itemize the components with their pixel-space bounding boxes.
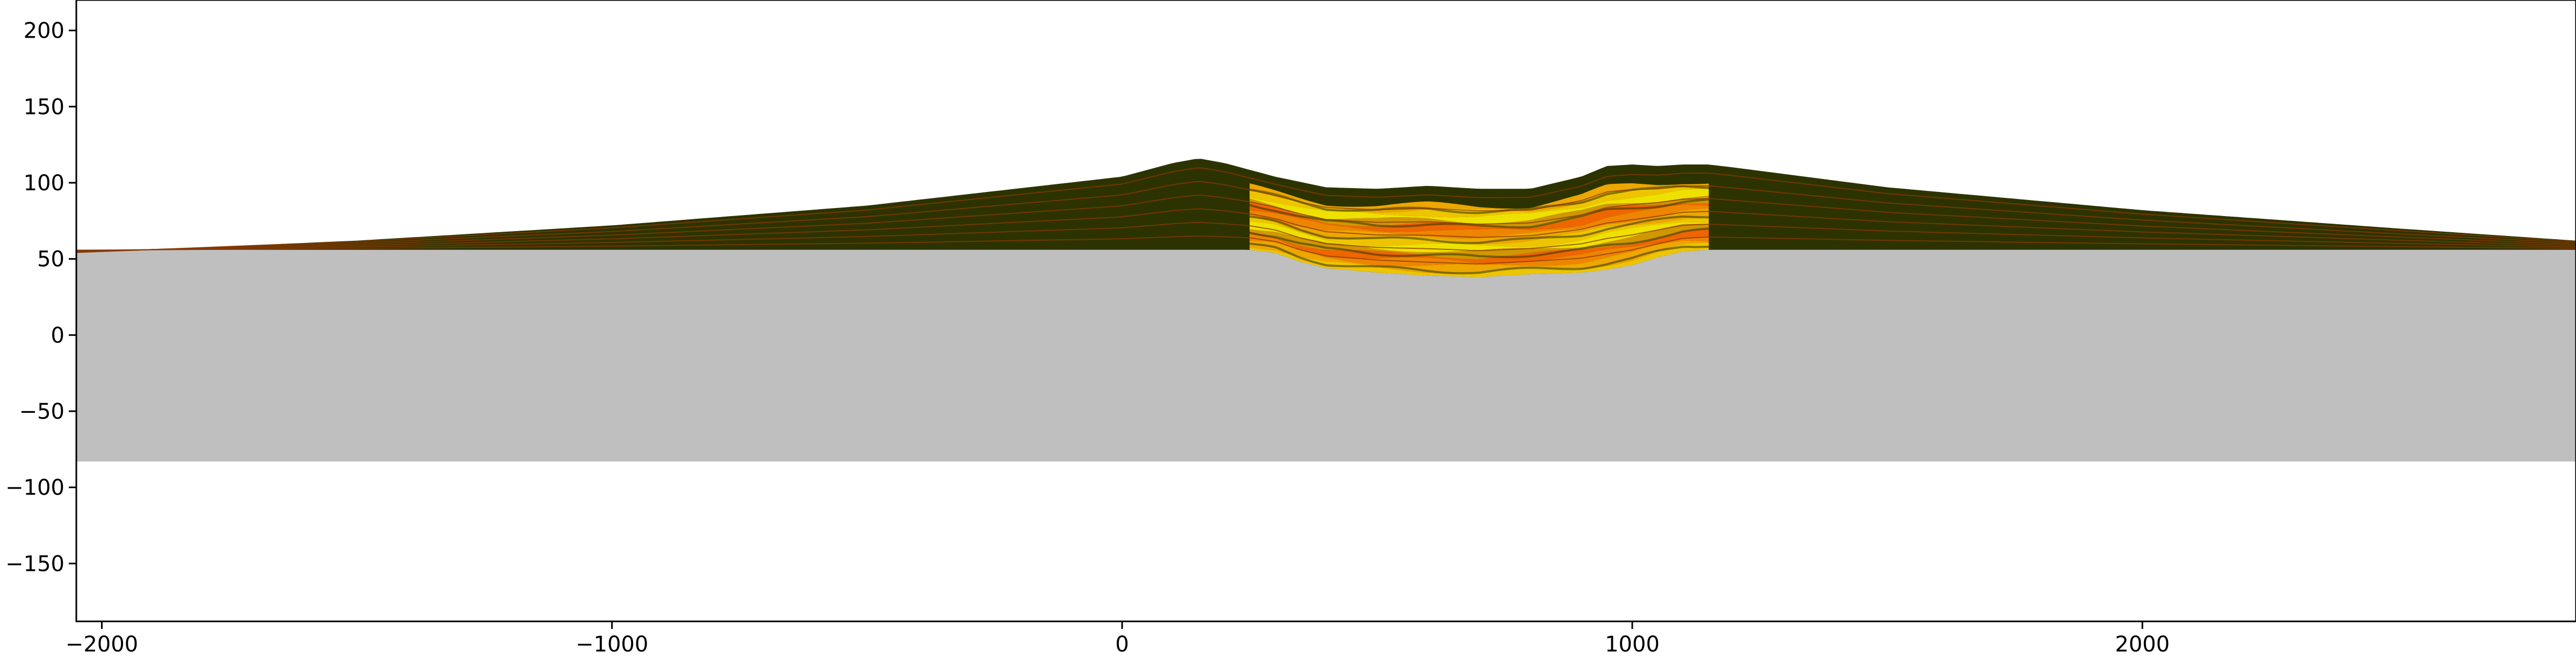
x-tick-label: 1000 bbox=[1605, 632, 1660, 657]
channel-fill-band bbox=[1250, 228, 1709, 263]
x-tick-label: 0 bbox=[1115, 632, 1129, 657]
y-tick-label: 0 bbox=[51, 323, 64, 348]
plot-area bbox=[75, 0, 2576, 622]
y-tick-label: 150 bbox=[24, 95, 64, 119]
y-tick-label: −150 bbox=[5, 551, 64, 576]
channel-interbed bbox=[1249, 198, 1709, 228]
channel-interbed bbox=[1249, 227, 1709, 259]
stratum-line bbox=[76, 221, 2576, 252]
stratum-line bbox=[76, 181, 2576, 253]
x-tick-label: −2000 bbox=[66, 632, 138, 657]
channel-fill-band bbox=[1250, 221, 1709, 253]
y-tick-label: 100 bbox=[24, 171, 64, 196]
channel-fill-band bbox=[1250, 183, 1709, 213]
y-tick-label: 50 bbox=[37, 247, 64, 272]
channel-fill-band bbox=[1250, 242, 1709, 277]
basement-block bbox=[76, 249, 2576, 462]
channel-fill-band bbox=[1250, 208, 1709, 244]
stratum-line bbox=[76, 235, 2576, 264]
channel-fill-band bbox=[1250, 224, 1709, 259]
y-axis: 200 150 100 50 0 −50 −100 −150 bbox=[5, 19, 76, 576]
channel-fill-band bbox=[1250, 196, 1709, 228]
x-tick-label: −1000 bbox=[576, 632, 648, 657]
y-tick-label: −100 bbox=[5, 476, 64, 500]
axes-frame bbox=[75, 0, 2576, 622]
stratum-line bbox=[76, 208, 2576, 252]
stratum-line bbox=[76, 195, 2576, 253]
channel-fill-band bbox=[1250, 240, 1709, 274]
channel-fill-band bbox=[1250, 233, 1709, 266]
channel-fill-band bbox=[1250, 204, 1709, 239]
channel-fill-band bbox=[1250, 202, 1709, 232]
plot-layers bbox=[76, 159, 2576, 462]
channel-fill-band bbox=[1250, 189, 1709, 224]
x-tick-label: 2000 bbox=[2115, 632, 2170, 657]
x-axis: −2000 −1000 0 1000 2000 bbox=[66, 621, 2170, 657]
channel-interbed bbox=[1249, 215, 1709, 245]
y-tick-label: 200 bbox=[24, 19, 64, 44]
y-tick-label: −50 bbox=[19, 399, 64, 424]
channel-interbed bbox=[1249, 242, 1709, 275]
stratum-line bbox=[76, 167, 2576, 253]
